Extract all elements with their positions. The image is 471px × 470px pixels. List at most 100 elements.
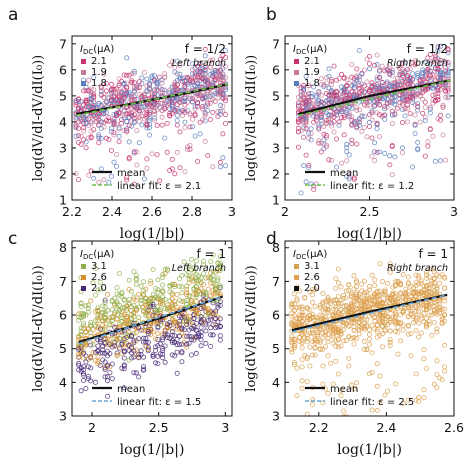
data-point bbox=[182, 119, 188, 125]
data-point bbox=[303, 120, 309, 126]
y-tick-label: 3 bbox=[272, 409, 280, 424]
data-point bbox=[133, 272, 139, 278]
legend-fit-label: linear fit: ε = 1.2 bbox=[330, 181, 414, 192]
data-point bbox=[307, 363, 313, 369]
data-point bbox=[179, 76, 185, 82]
data-point bbox=[431, 290, 437, 296]
data-point bbox=[117, 336, 123, 342]
data-point bbox=[410, 71, 416, 77]
y-axis-label: log(dV/dI-dV/dI(I₀)) bbox=[31, 265, 46, 391]
legend-entry-label: 2.1 bbox=[304, 56, 320, 67]
data-point bbox=[325, 335, 331, 341]
data-point bbox=[361, 278, 367, 284]
data-point bbox=[174, 77, 180, 83]
data-point bbox=[421, 347, 427, 353]
data-point bbox=[369, 110, 375, 116]
data-point bbox=[312, 339, 318, 345]
data-point bbox=[312, 352, 318, 358]
data-point bbox=[321, 131, 327, 137]
data-point bbox=[76, 317, 82, 323]
data-point bbox=[114, 151, 120, 157]
data-point bbox=[374, 82, 380, 88]
data-point bbox=[366, 283, 372, 289]
data-point bbox=[421, 306, 427, 312]
data-point bbox=[299, 345, 305, 351]
data-point bbox=[295, 94, 301, 100]
data-point bbox=[146, 80, 152, 86]
data-point bbox=[83, 145, 89, 151]
data-point bbox=[336, 106, 342, 112]
data-point bbox=[192, 104, 198, 110]
data-point bbox=[431, 276, 437, 282]
data-point bbox=[322, 332, 328, 338]
data-point bbox=[437, 112, 443, 118]
data-point bbox=[133, 281, 139, 287]
data-point bbox=[117, 307, 123, 313]
data-point bbox=[416, 288, 422, 294]
data-point bbox=[212, 70, 218, 76]
data-point bbox=[128, 317, 134, 323]
data-point bbox=[389, 98, 395, 104]
data-point bbox=[150, 321, 156, 327]
data-point bbox=[151, 117, 157, 123]
data-point bbox=[289, 346, 295, 352]
x-tick-label: 2.2 bbox=[62, 204, 82, 219]
data-point bbox=[387, 153, 393, 159]
data-point bbox=[81, 364, 87, 370]
data-point bbox=[188, 336, 194, 342]
data-point bbox=[392, 282, 398, 288]
data-point bbox=[162, 90, 168, 96]
data-point bbox=[427, 104, 433, 110]
data-point bbox=[354, 107, 360, 113]
data-point bbox=[210, 164, 216, 170]
data-point bbox=[317, 346, 323, 352]
data-point bbox=[189, 61, 195, 67]
data-point bbox=[294, 365, 300, 371]
data-point bbox=[124, 90, 130, 96]
data-point bbox=[429, 266, 435, 272]
data-point bbox=[189, 67, 195, 73]
data-point bbox=[434, 302, 440, 308]
data-point bbox=[335, 326, 341, 332]
data-point bbox=[184, 267, 190, 273]
data-point bbox=[200, 271, 206, 277]
data-point bbox=[399, 150, 405, 156]
data-point bbox=[174, 337, 180, 343]
data-point bbox=[150, 304, 156, 310]
data-point bbox=[364, 79, 370, 85]
legend-marker bbox=[81, 286, 86, 291]
legend-entry-label: 2.1 bbox=[91, 56, 107, 67]
legend-fit-label: linear fit: ε = 2.1 bbox=[117, 181, 201, 192]
data-point bbox=[377, 373, 383, 379]
data-point bbox=[88, 330, 94, 336]
data-point bbox=[146, 132, 152, 138]
data-point bbox=[169, 328, 175, 334]
data-point bbox=[348, 292, 354, 298]
data-point bbox=[372, 318, 378, 324]
data-point bbox=[174, 118, 180, 124]
data-point bbox=[143, 328, 149, 334]
data-point bbox=[359, 71, 365, 77]
data-point bbox=[379, 318, 385, 324]
data-point bbox=[308, 126, 314, 132]
y-axis-label: log(dV/dI-dV/dI(I₀)) bbox=[244, 55, 259, 181]
data-point bbox=[354, 124, 360, 130]
data-point bbox=[198, 343, 204, 349]
data-point bbox=[114, 344, 120, 350]
data-point bbox=[217, 56, 223, 62]
data-point bbox=[431, 319, 437, 325]
data-point bbox=[131, 68, 137, 74]
data-point bbox=[338, 330, 344, 336]
data-point bbox=[423, 315, 429, 321]
data-point bbox=[333, 112, 339, 118]
data-point bbox=[301, 134, 307, 140]
data-point bbox=[335, 311, 341, 317]
data-point bbox=[116, 88, 122, 94]
data-point bbox=[289, 322, 295, 328]
data-point bbox=[405, 322, 411, 328]
data-point bbox=[356, 324, 362, 330]
data-point bbox=[435, 44, 441, 50]
data-point bbox=[217, 323, 223, 329]
data-point bbox=[124, 320, 130, 326]
data-point bbox=[399, 73, 405, 79]
